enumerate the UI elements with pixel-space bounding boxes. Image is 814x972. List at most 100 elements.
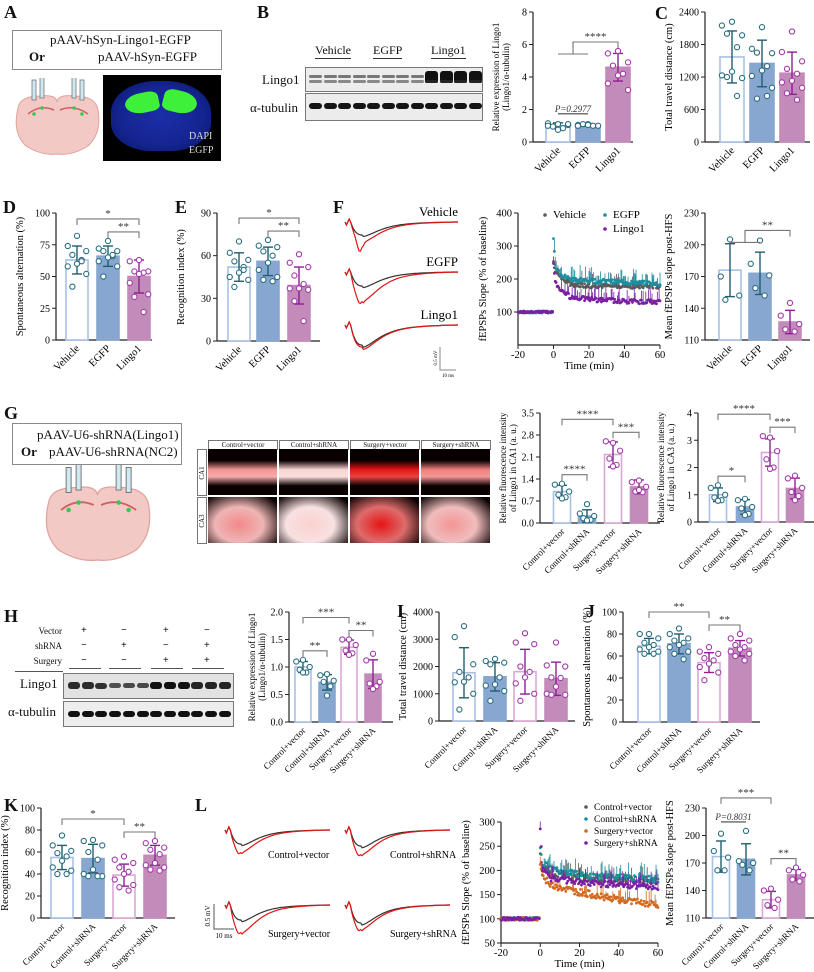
data-point (85, 873, 92, 880)
data-point (564, 889, 568, 893)
data-point (500, 918, 504, 922)
legend-label: Control+shRNA (594, 815, 657, 825)
y-axis-label: fEPSPs Slope (% of baseline) (461, 820, 472, 945)
data-point (300, 317, 307, 325)
y-tick-label: 0.5 (271, 690, 284, 701)
data-point (613, 298, 617, 301)
data-point (131, 268, 138, 275)
category-label: EGFP (739, 343, 765, 369)
y-tick-label: 0 (612, 718, 617, 729)
data-point (788, 77, 796, 84)
data-point (352, 641, 359, 649)
bar-chart: 0.0 0.7 1.4 2.1 2.8 3.5 Relative fluorescence … (498, 408, 660, 576)
data-point (644, 282, 648, 286)
group-join-line (730, 230, 760, 244)
data-point (543, 662, 550, 669)
bar-chart: 0 2 4 6 8 Relative expression of Lingo1 (Lingo… (491, 8, 633, 175)
data-point (782, 326, 789, 333)
condition-label: Surgery (33, 656, 62, 666)
data-point (641, 286, 645, 290)
data-point (517, 663, 524, 670)
data-point (317, 672, 324, 679)
data-point (714, 497, 722, 504)
data-point (574, 887, 577, 891)
data-point (456, 668, 463, 676)
data-point (635, 897, 639, 901)
category-label: Lingo1 (768, 145, 797, 174)
data-point (590, 892, 594, 896)
data-point (594, 296, 598, 300)
data-point (675, 625, 683, 632)
series-points (516, 260, 662, 315)
baseline-trace (344, 267, 458, 289)
data-point (778, 48, 786, 56)
data-point (85, 848, 92, 856)
data-point (470, 690, 477, 697)
y-tick-label: 100 (35, 209, 50, 220)
data-point (628, 874, 631, 878)
data-point (327, 683, 334, 690)
data-point (675, 641, 683, 649)
data-point (671, 650, 678, 657)
data-point (587, 889, 591, 893)
y-axis-label: of Lingo1 in CA1 (a. u.) (508, 424, 518, 512)
protein-band (352, 75, 366, 78)
data-point (151, 837, 159, 845)
y-tick-label: 100 (479, 914, 495, 925)
blot-group-vehicle: Vehicle (315, 43, 351, 59)
y-tick-label: 90 (201, 209, 211, 220)
data-point (69, 283, 76, 290)
bar (728, 647, 752, 723)
data-point (465, 674, 472, 681)
condition-sign: − (81, 640, 87, 651)
data-point (235, 269, 243, 276)
protein-band (191, 711, 204, 717)
data-point (585, 880, 589, 883)
series-points (499, 821, 660, 922)
data-point (610, 278, 614, 282)
data-point (727, 648, 734, 655)
data-point (83, 247, 90, 255)
data-point (226, 273, 233, 281)
protein-band (205, 711, 217, 717)
group-underline (151, 668, 183, 669)
data-point (641, 902, 645, 906)
significance-bracket (123, 831, 156, 838)
data-point (135, 256, 143, 264)
group-join-line (558, 42, 588, 55)
data-point (557, 269, 561, 273)
category-label: Lingo1 (594, 145, 623, 174)
y-axis-label: Total travel distance (cm) (398, 612, 409, 720)
y-tick-label: 200 (496, 275, 512, 286)
y-axis-label: Spontaneous alternation (%) (582, 607, 593, 727)
brain-injection-illustration-a (15, 78, 100, 155)
data-point (645, 644, 653, 651)
data-point (502, 915, 506, 919)
y-tick-label: 30 (201, 294, 211, 305)
bar-chart: 110 140 170 200 230 Mean fEPSPs slope post-HF… (664, 209, 810, 373)
data-point (783, 90, 791, 97)
data-point (650, 283, 654, 287)
data-point (548, 691, 555, 698)
scale-bar-voltage: 0.5 mV (434, 350, 439, 365)
protein-band (177, 682, 190, 689)
lingo1-fluorescence-image (350, 497, 419, 543)
data-point (49, 842, 56, 849)
data-point (590, 879, 594, 882)
data-point (630, 902, 633, 906)
data-point (783, 65, 791, 73)
y-tick-label: 230 (684, 209, 699, 220)
condition-sign: − (121, 625, 127, 636)
data-point (245, 256, 252, 264)
panel-letter-d: D (3, 197, 16, 217)
data-point (604, 80, 612, 87)
data-point (111, 876, 118, 883)
protein-band (122, 711, 135, 717)
data-point (482, 682, 489, 689)
data-point (345, 636, 353, 643)
data-point (753, 49, 761, 56)
significance-label: ** (118, 221, 129, 233)
bar-chart: 0 25 50 75 100 Spontaneous alternation (%) Veh… (15, 208, 152, 373)
significance-bracket (348, 629, 374, 637)
data-point (487, 661, 494, 668)
